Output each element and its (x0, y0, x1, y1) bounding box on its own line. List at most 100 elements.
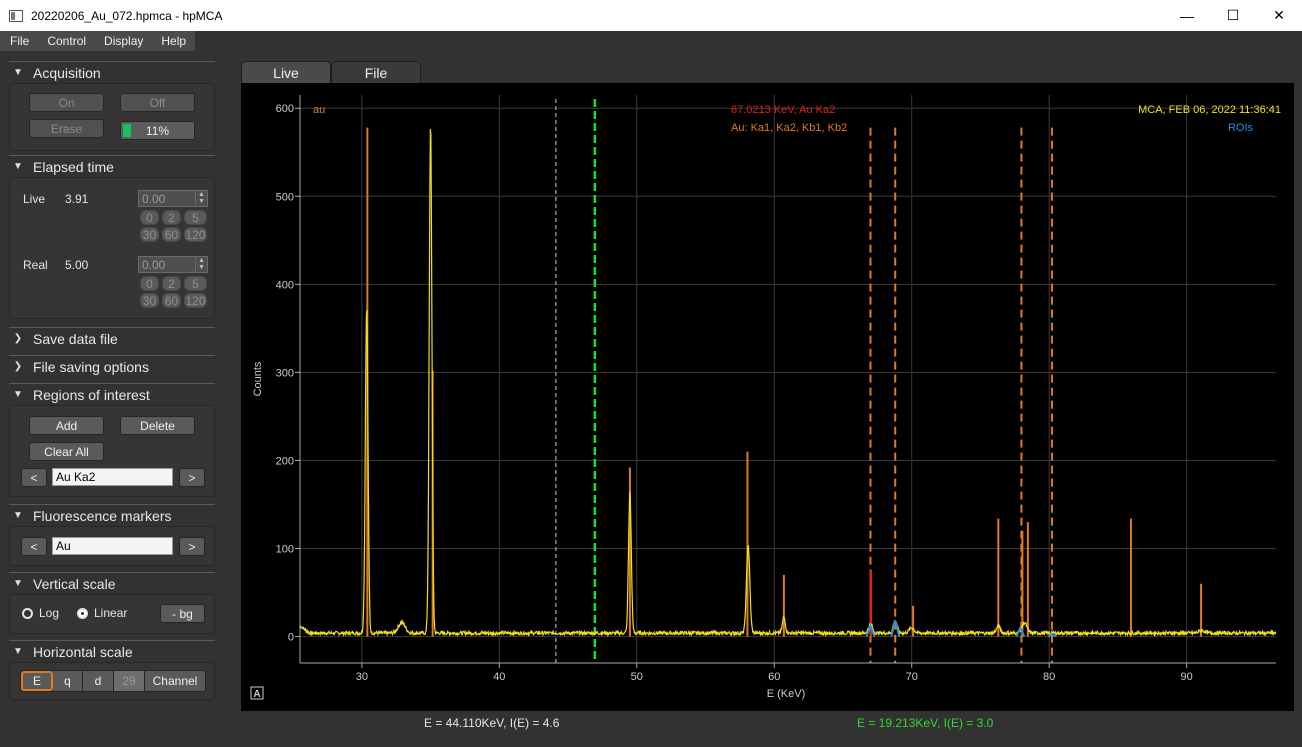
plot-grid (300, 95, 1276, 663)
roi-prev-button[interactable]: < (21, 468, 47, 487)
horizontal-scale-header[interactable]: ▼ Horizontal scale (9, 640, 215, 662)
real-preset-5[interactable]: 5 (184, 276, 207, 291)
fluorescence-header[interactable]: ▼ Fluorescence markers (9, 504, 215, 526)
y-tick-label: 200 (276, 455, 294, 467)
progress-text: 11% (145, 123, 170, 138)
roi-next-button[interactable]: > (179, 468, 205, 487)
menu-display[interactable]: Display (104, 34, 144, 48)
elapsed-section: ▼ Elapsed time Live 3.91 0.00 ▲ ▼ 0 2 5 30 … (9, 155, 215, 319)
roi-header[interactable]: ▼ Regions of interest (9, 383, 215, 405)
app-icon (9, 9, 23, 22)
y-tick-label: 400 (276, 279, 294, 291)
real-value: 5.00 (65, 258, 89, 272)
real-preset-spinbox[interactable]: 0.00 ▲ ▼ (138, 256, 208, 273)
live-preset-120[interactable]: 120 (184, 227, 207, 242)
real-preset-0[interactable]: 0 (140, 276, 159, 291)
chevron-down-icon: ▼ (13, 389, 23, 400)
menu-help[interactable]: Help (161, 34, 187, 48)
linear-radio-indicator (77, 607, 88, 619)
y-tick-label: 0 (288, 632, 294, 644)
file-saving-title: File saving options (33, 358, 149, 375)
x-tick-label: 50 (631, 671, 643, 683)
file-saving-section: ❯ File saving options (9, 355, 215, 377)
real-preset-30[interactable]: 30 (140, 293, 159, 308)
erase-button[interactable]: Erase (29, 119, 104, 138)
spin-arrows-icon[interactable]: ▲ ▼ (195, 257, 207, 272)
real-label: Real (23, 258, 48, 272)
live-preset-30[interactable]: 30 (140, 227, 159, 242)
close-button[interactable]: ✕ (1273, 7, 1285, 23)
roi-title: Regions of interest (33, 386, 150, 403)
vertical-scale-body: Log Linear - bg (9, 594, 215, 634)
vertical-scale-header[interactable]: ▼ Vertical scale (9, 572, 215, 594)
maximize-button[interactable]: ☐ (1226, 7, 1240, 23)
on-button[interactable]: On (29, 93, 104, 112)
scale-d-button[interactable]: d (83, 671, 114, 691)
roi-name-field[interactable]: Au Ka2 (52, 468, 173, 486)
off-button[interactable]: Off (120, 93, 195, 112)
live-preset-2[interactable]: 2 (162, 210, 181, 225)
menu-file[interactable]: File (10, 34, 30, 48)
elapsed-header[interactable]: ▼ Elapsed time (9, 155, 215, 177)
live-preset-spinbox[interactable]: 0.00 ▲ ▼ (138, 190, 208, 207)
roi-clear-all-button[interactable]: Clear All (29, 442, 104, 461)
log-radio[interactable]: Log (22, 606, 59, 620)
timestamp-label: MCA, FEB 06, 2022 11:36:41 (1138, 104, 1281, 116)
spin-arrows-icon[interactable]: ▲ ▼ (195, 191, 207, 206)
scale-channel-button[interactable]: Channel (145, 671, 205, 691)
real-preset-120[interactable]: 120 (184, 293, 207, 308)
tab-file[interactable]: File (331, 61, 421, 83)
y-tick-label: 100 (276, 544, 294, 556)
real-preset-60[interactable]: 60 (162, 293, 181, 308)
save-data-header[interactable]: ❯ Save data file (9, 327, 215, 349)
tab-live[interactable]: Live (241, 61, 331, 83)
roi-marker (865, 623, 876, 637)
scale-e-button[interactable]: E (21, 671, 53, 691)
live-preset-5[interactable]: 5 (184, 210, 207, 225)
horizontal-scale-section: ▼ Horizontal scale E q d 2θ Channel (9, 640, 215, 700)
save-data-section: ❯ Save data file (9, 327, 215, 349)
fluorescence-body: < Au > (9, 526, 215, 566)
live-value: 3.91 (65, 192, 89, 206)
horizontal-scale-title: Horizontal scale (33, 643, 133, 660)
roi-body: Add Delete Clear All < Au Ka2 > (9, 405, 215, 497)
vertical-scale-title: Vertical scale (33, 575, 116, 592)
real-preset-2[interactable]: 2 (162, 276, 181, 291)
auto-range-button[interactable]: A (250, 686, 264, 700)
fluorescence-next-button[interactable]: > (179, 537, 205, 556)
roi-section: ▼ Regions of interest Add Delete Clear Al… (9, 383, 215, 497)
spectrum-plot-svg[interactable]: 30 40 50 60 70 80 90 0 100 200 300 400 500 600 au 67.… (241, 83, 1294, 711)
fluorescence-section: ▼ Fluorescence markers < Au > (9, 504, 215, 566)
x-axis-label: E (KeV) (767, 688, 806, 700)
scale-q-button[interactable]: q (53, 671, 83, 691)
scale-2theta-button[interactable]: 2θ (114, 671, 145, 691)
linear-radio[interactable]: Linear (77, 606, 127, 620)
auto-range-icon: A (253, 689, 260, 700)
roi-add-button[interactable]: Add (29, 416, 104, 435)
y-tick-label: 600 (276, 103, 294, 115)
chevron-down-icon: ▼ (13, 510, 23, 521)
acquisition-body: On Off Erase 11% (9, 83, 215, 151)
subtract-bg-button[interactable]: - bg (160, 604, 205, 623)
chevron-right-icon: ❯ (13, 333, 23, 344)
minimize-button[interactable]: — (1180, 7, 1194, 24)
live-preset-0[interactable]: 0 (140, 210, 159, 225)
log-radio-label: Log (39, 606, 60, 620)
roi-marker (1015, 625, 1026, 637)
bar-series (366, 127, 1203, 637)
acquisition-header[interactable]: ▼ Acquisition (9, 61, 215, 83)
horizontal-scale-group: E q d 2θ Channel (20, 670, 206, 692)
title-bar: 20220206_Au_072.hpmca - hpMCA — ☐ ✕ (0, 0, 1302, 31)
menu-control[interactable]: Control (47, 34, 87, 48)
cursor-status-left: E = 44.110KeV, I(E) = 4.6 (424, 716, 560, 730)
fluorescence-element-field[interactable]: Au (52, 537, 173, 555)
top-left-label: au (313, 104, 325, 116)
log-radio-indicator (22, 607, 33, 619)
live-preset-60[interactable]: 60 (162, 227, 181, 242)
roi-delete-button[interactable]: Delete (120, 416, 195, 435)
horizontal-scale-body: E q d 2θ Channel (9, 662, 215, 700)
fluorescence-prev-button[interactable]: < (21, 537, 47, 556)
spectrum-plot[interactable]: 30 40 50 60 70 80 90 0 100 200 300 400 500 600 au 67.… (241, 83, 1294, 711)
window-controls: — ☐ ✕ (1164, 0, 1302, 31)
file-saving-header[interactable]: ❯ File saving options (9, 355, 215, 377)
